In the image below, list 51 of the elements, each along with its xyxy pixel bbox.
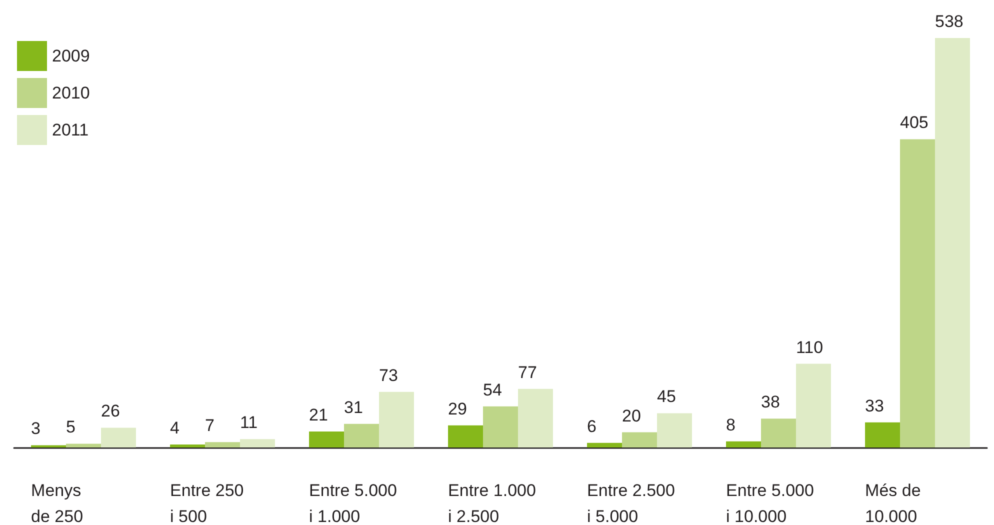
x-tick-label: Entre 2.500 i 5.000 <box>587 481 675 525</box>
data-label: 31 <box>344 398 363 417</box>
data-label: 45 <box>656 387 676 406</box>
bar <box>100 428 136 448</box>
data-label: 11 <box>240 413 258 432</box>
data-label: 54 <box>483 380 502 400</box>
bar <box>448 425 484 448</box>
x-tick-label: Entre 5.000 i 10.000 <box>726 481 814 525</box>
data-label: 6 <box>587 416 596 436</box>
bar <box>378 392 414 448</box>
legend-label: 2011 <box>52 120 89 140</box>
bar <box>170 444 206 448</box>
data-label: 38 <box>761 392 780 412</box>
x-tick-label: Entre 1.000 i 2.500 <box>448 481 536 525</box>
data-label: 20 <box>622 406 641 426</box>
bar <box>240 439 275 448</box>
data-label: 4 <box>170 418 180 438</box>
x-tick-label: Menys de 250 <box>31 481 84 525</box>
data-label: 538 <box>934 12 964 31</box>
legend-label: 2010 <box>52 84 90 102</box>
data-label: 21 <box>309 406 328 425</box>
data-label: 405 <box>900 113 928 132</box>
data-label: 29 <box>448 399 467 418</box>
bar <box>309 432 344 448</box>
bar <box>796 364 831 448</box>
data-label: 77 <box>518 362 537 382</box>
data-label: 8 <box>726 415 736 434</box>
legend-label: 2009 <box>52 46 90 66</box>
bar <box>518 388 553 448</box>
bar <box>483 406 518 448</box>
data-label: 33 <box>865 396 884 416</box>
x-tick-label: Entre 250 i 500 <box>170 481 244 525</box>
bar <box>900 139 935 448</box>
x-tick-label: Més de 10.000 <box>865 481 921 525</box>
bar <box>865 422 900 448</box>
bar <box>587 442 622 448</box>
bar <box>761 418 796 448</box>
data-label: 73 <box>378 366 398 385</box>
bar <box>205 442 240 448</box>
data-label: 110 <box>796 338 824 357</box>
x-tick-label: Entre 5.000 i 1.000 <box>309 481 397 525</box>
bar <box>656 413 692 448</box>
bar <box>726 441 762 448</box>
bar <box>622 432 657 448</box>
data-label: 5 <box>66 418 76 437</box>
bar <box>66 444 101 448</box>
bar <box>344 424 379 448</box>
data-label: 7 <box>205 416 214 436</box>
data-label: 26 <box>100 402 120 421</box>
data-label: 3 <box>31 419 40 438</box>
bar <box>934 38 970 448</box>
